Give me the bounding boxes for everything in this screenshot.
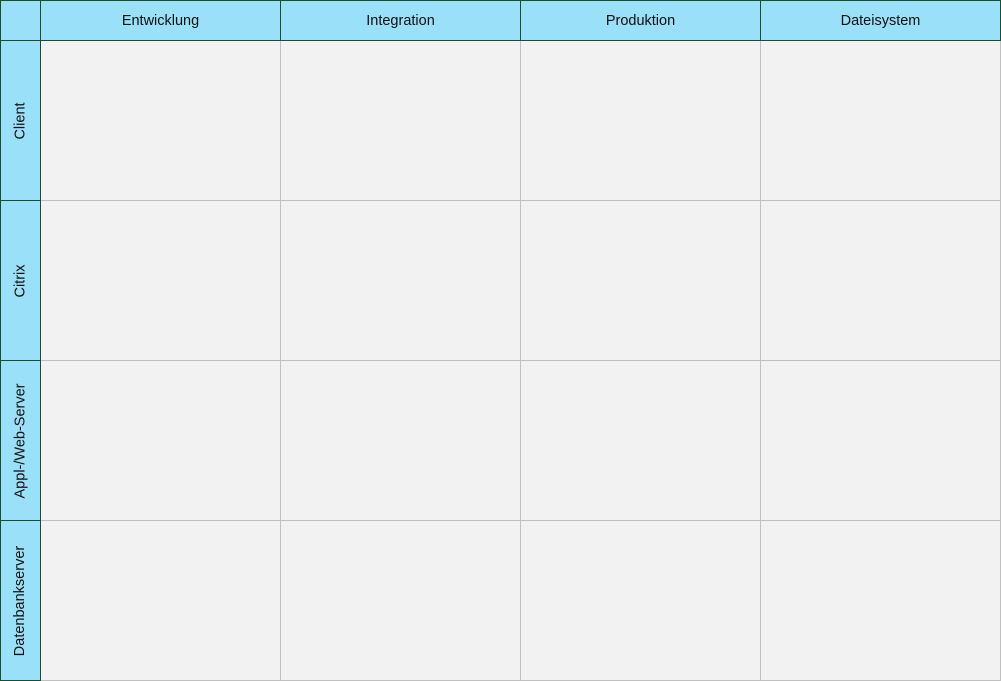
matrix-cell	[40, 520, 281, 681]
column-header: Dateisystem	[760, 0, 1001, 41]
matrix-cell	[760, 360, 1001, 521]
matrix-cell	[760, 40, 1001, 201]
matrix-cell	[40, 360, 281, 521]
matrix-cell	[280, 200, 521, 361]
matrix-cell	[520, 520, 761, 681]
column-header-label: Produktion	[605, 12, 676, 29]
matrix-cell	[280, 40, 521, 201]
matrix-cell	[760, 520, 1001, 681]
matrix-cell	[280, 360, 521, 521]
matrix-cell	[280, 520, 521, 681]
row-header-label: Citrix	[12, 263, 29, 298]
matrix-cell	[760, 200, 1001, 361]
column-header-label: Integration	[366, 12, 435, 29]
column-header: Entwicklung	[40, 0, 281, 41]
row-header-label: Client	[12, 101, 29, 140]
row-header-label: Datenbankserver	[12, 545, 29, 656]
matrix-cell	[520, 40, 761, 201]
matrix-cell	[520, 200, 761, 361]
column-header-label: Dateisystem	[840, 12, 921, 29]
matrix-cell	[40, 40, 281, 201]
row-header: Client	[0, 40, 41, 201]
column-header: Integration	[280, 0, 521, 41]
row-header: Citrix	[0, 200, 41, 361]
column-header: Produktion	[520, 0, 761, 41]
column-header-label: Entwicklung	[121, 12, 200, 29]
row-header-label: Appl-/Web-Server	[12, 383, 29, 498]
row-header: Datenbankserver	[0, 520, 41, 681]
matrix-cell	[40, 200, 281, 361]
row-header: Appl-/Web-Server	[0, 360, 41, 521]
corner-cell	[0, 0, 41, 41]
matrix-cell	[520, 360, 761, 521]
